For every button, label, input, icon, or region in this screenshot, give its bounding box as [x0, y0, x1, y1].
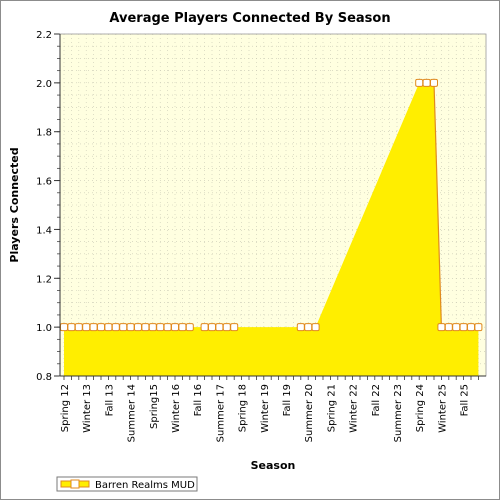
data-point [89, 323, 98, 332]
data-point [200, 323, 209, 332]
data-point [156, 323, 165, 332]
series-edge [433, 82, 442, 328]
data-point [126, 323, 135, 332]
data-point [163, 323, 172, 332]
data-point [178, 323, 187, 332]
y-tick-label: 1.8 [36, 128, 52, 139]
x-tick-label: Spring 12 [60, 384, 71, 432]
data-point [148, 323, 157, 332]
data-point [82, 323, 91, 332]
data-point [134, 323, 142, 332]
chart-title: Average Players Connected By Season [109, 11, 390, 26]
y-tick-label: 1.6 [36, 177, 52, 188]
y-axis-title: Players Connected [8, 147, 21, 262]
data-point [311, 323, 320, 332]
x-tick-label: Summer 14 [127, 384, 138, 442]
y-tick-label: 1.0 [36, 323, 52, 334]
data-point [459, 323, 468, 332]
legend-box [56, 476, 198, 492]
data-point [230, 323, 239, 332]
series-area [64, 82, 479, 376]
data-point [171, 323, 179, 332]
x-tick-label: Winter 16 [171, 384, 182, 433]
data-point [452, 323, 461, 332]
data-point [141, 323, 150, 332]
x-axis-title: Season [251, 459, 296, 472]
data-point [415, 78, 424, 87]
data-point [422, 78, 431, 87]
data-point [296, 323, 305, 332]
x-tick-label: Spring15 [149, 384, 160, 429]
data-point [444, 323, 453, 332]
y-tick-label: 2.2 [36, 30, 52, 41]
data-point [430, 78, 438, 87]
data-point [104, 323, 113, 332]
y-tick-label: 2.0 [36, 79, 52, 90]
x-tick-label: Fall 13 [104, 384, 115, 416]
x-tick-label: Winter 13 [82, 384, 93, 433]
x-tick-label: Spring 18 [238, 384, 249, 432]
y-tick-label: 0.8 [36, 372, 52, 383]
data-point [111, 323, 120, 332]
x-tick-label: Spring 24 [415, 384, 426, 432]
data-point [74, 323, 83, 332]
data-point [208, 323, 216, 332]
axes [54, 33, 487, 380]
x-tick-label: Winter 22 [349, 384, 360, 433]
data-point [437, 323, 446, 332]
x-tick-label: Winter 19 [260, 384, 271, 433]
data-point [119, 323, 128, 332]
x-tick-label: Fall 16 [193, 384, 204, 416]
data-point [222, 323, 231, 332]
legend: Barren Realms MUD [56, 476, 198, 492]
y-tick-label: 1.4 [36, 225, 52, 236]
data-point [474, 323, 483, 332]
data-point [215, 323, 224, 332]
area-layer [64, 82, 479, 376]
data-point [67, 323, 76, 332]
y-tick-label: 1.2 [36, 274, 52, 285]
x-tick-label: Fall 25 [460, 384, 471, 416]
x-tick-label: Summer 17 [215, 384, 226, 442]
legend-marker-icon [70, 479, 80, 489]
x-tick-label: Summer 23 [393, 384, 404, 442]
x-tick-label: Fall 22 [371, 384, 382, 416]
x-tick-labels: Spring 12 Winter 13 Fall 13 Summer 14 Spring… [60, 384, 471, 442]
x-tick-label: Summer 20 [304, 384, 315, 442]
data-point [467, 323, 475, 332]
legend-label: Barren Realms MUD [95, 480, 195, 491]
x-tick-label: Spring 21 [326, 384, 337, 432]
data-point [304, 323, 313, 332]
y-tick-labels: 0.8 1.0 1.2 1.4 1.6 1.8 2.0 2.2 [36, 30, 52, 383]
marker-layer [60, 78, 483, 332]
x-tick-label: Fall 19 [282, 384, 293, 416]
data-point [97, 323, 105, 332]
data-point [60, 323, 68, 332]
data-point [185, 323, 194, 332]
x-tick-label: Winter 25 [437, 384, 448, 433]
